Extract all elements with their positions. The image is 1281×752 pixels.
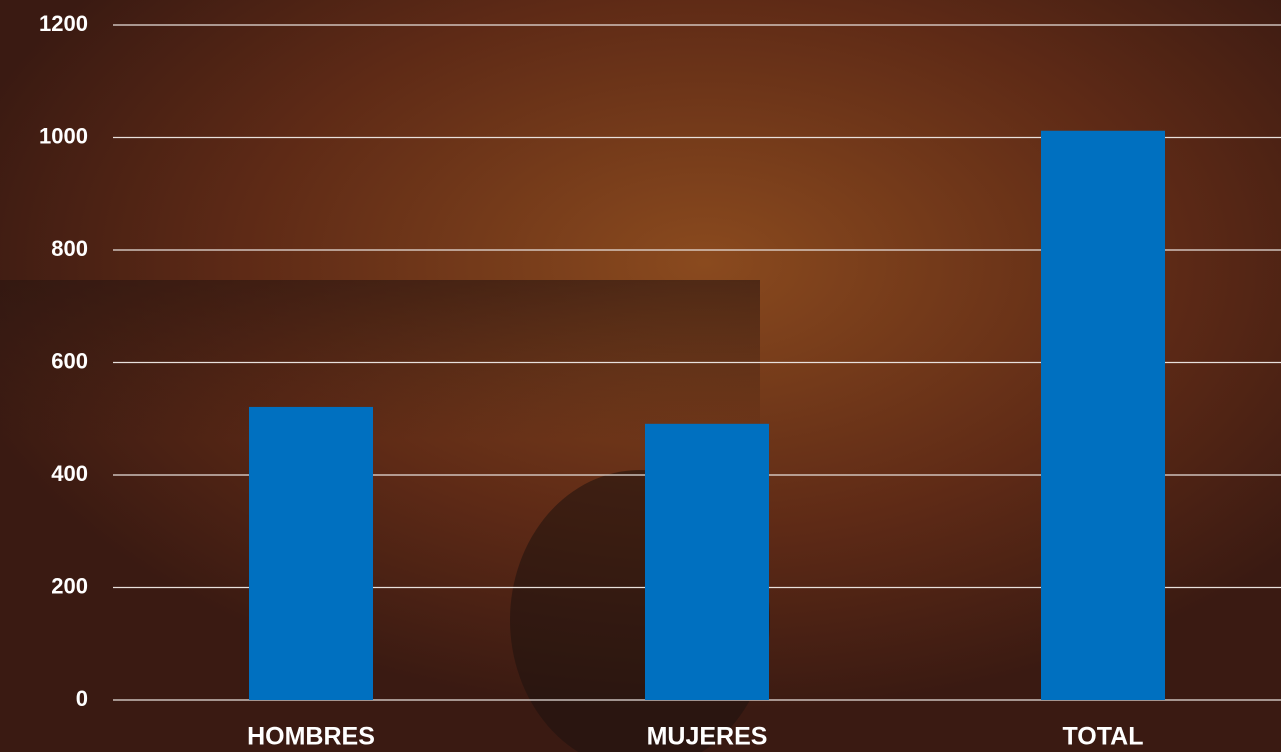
- y-tick-label: 600: [51, 348, 88, 373]
- bar: [249, 407, 373, 700]
- y-tick-label: 0: [76, 686, 88, 711]
- y-tick-label: 1200: [39, 11, 88, 36]
- chart: 0 200 400 600 800 1000 1200 HOMBRES MUJERES TOTAL: [0, 0, 1281, 752]
- x-tick-label: HOMBRES: [247, 723, 375, 751]
- y-tick-label: 200: [51, 573, 88, 598]
- x-tick-label: MUJERES: [647, 723, 768, 751]
- bar: [645, 424, 769, 700]
- y-tick-label: 800: [51, 236, 88, 261]
- background-beam: [0, 280, 760, 440]
- y-tick-label: 400: [51, 461, 88, 486]
- x-tick-label: TOTAL: [1062, 723, 1143, 751]
- y-tick-label: 1000: [39, 123, 88, 148]
- bar: [1041, 131, 1165, 700]
